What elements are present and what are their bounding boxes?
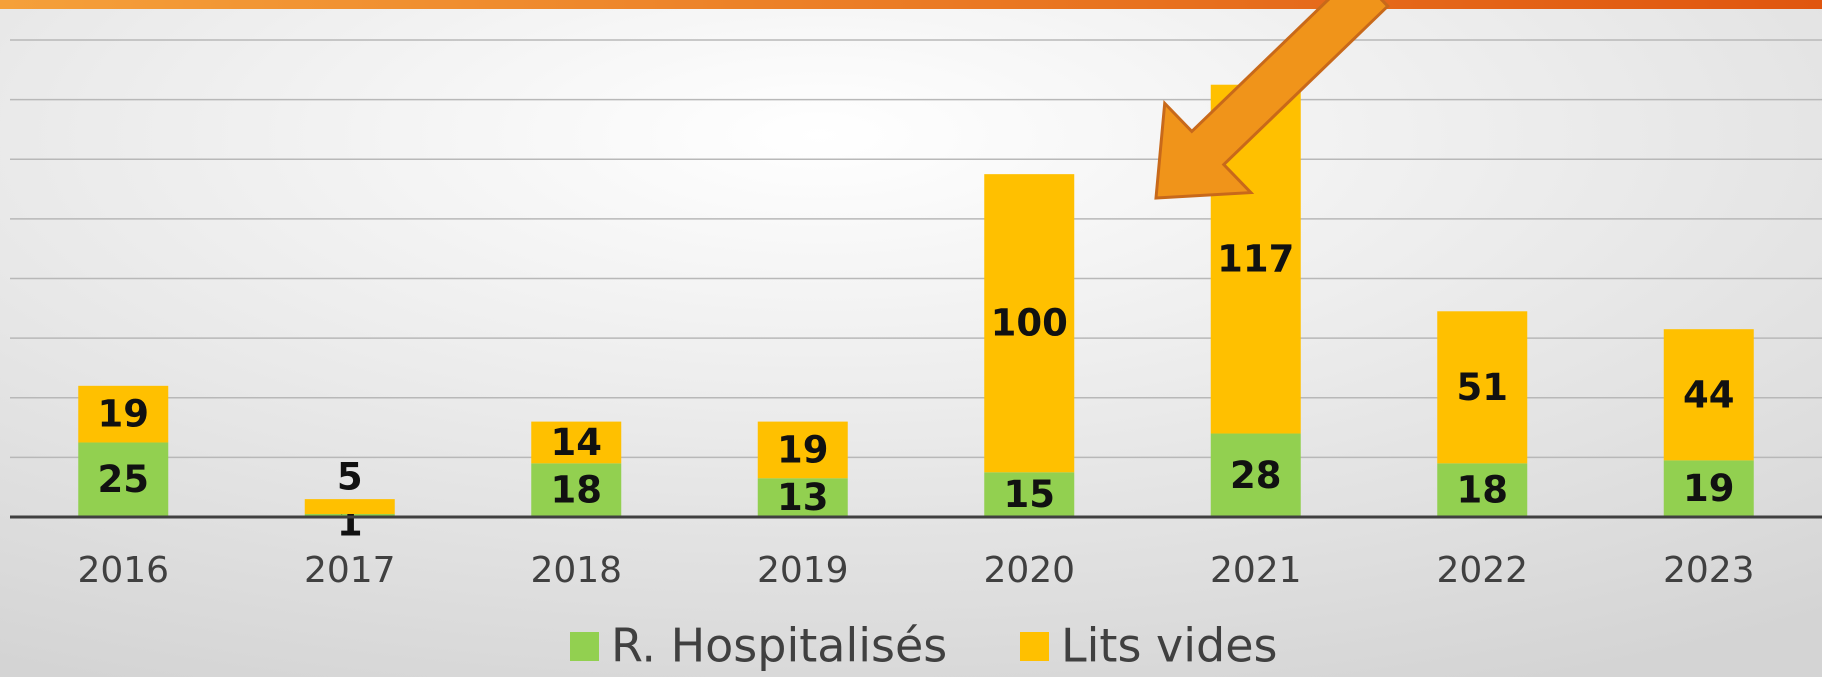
data-label: 100 [991, 302, 1068, 345]
data-label: 14 [551, 421, 603, 464]
x-tick-label: 2016 [77, 550, 169, 591]
legend-swatch [570, 632, 599, 661]
bar-segment [531, 463, 622, 517]
x-tick-label: 2017 [304, 550, 396, 591]
data-label: 51 [1457, 366, 1509, 409]
bar-segment [78, 442, 169, 517]
x-tick-label: 2019 [757, 550, 849, 591]
data-label: 13 [777, 476, 829, 519]
legend-swatch [1020, 632, 1049, 661]
bar-segment [531, 421, 622, 464]
plot: 2519201615201718142018131920191510020202… [10, 39, 1822, 673]
bar-segment [757, 478, 848, 517]
data-label: 5 [337, 456, 363, 499]
data-label: 18 [1457, 469, 1509, 512]
data-label: 19 [777, 428, 829, 471]
data-label: 44 [1683, 373, 1735, 416]
data-label: 117 [1217, 238, 1294, 281]
x-tick-label: 2018 [530, 550, 622, 591]
data-label: 25 [98, 458, 150, 501]
bar-segment [1210, 433, 1301, 517]
bar-segment [1437, 311, 1528, 464]
bar-segment [1663, 460, 1754, 517]
legend-label: R. Hospitalisés [611, 619, 947, 673]
legend-label: Lits vides [1061, 619, 1278, 673]
data-label: 28 [1230, 454, 1282, 497]
bar-segment [984, 174, 1075, 473]
data-label: 19 [98, 393, 150, 436]
x-tick-label: 2021 [1210, 550, 1302, 591]
data-label: 19 [1683, 467, 1735, 510]
data-label: 18 [551, 469, 603, 512]
bar-segment [304, 499, 395, 515]
bar-segment [1437, 463, 1528, 517]
top-stripe [0, 0, 1822, 9]
bar-segment [1663, 329, 1754, 461]
x-tick-label: 2023 [1663, 550, 1755, 591]
bar-segment [757, 421, 848, 479]
data-label: 15 [1004, 473, 1056, 516]
bar-segment [78, 385, 169, 443]
x-tick-label: 2022 [1436, 550, 1528, 591]
bar-segment [984, 472, 1075, 517]
x-tick-label: 2020 [983, 550, 1075, 591]
arrow-annotation [1154, 0, 1390, 200]
